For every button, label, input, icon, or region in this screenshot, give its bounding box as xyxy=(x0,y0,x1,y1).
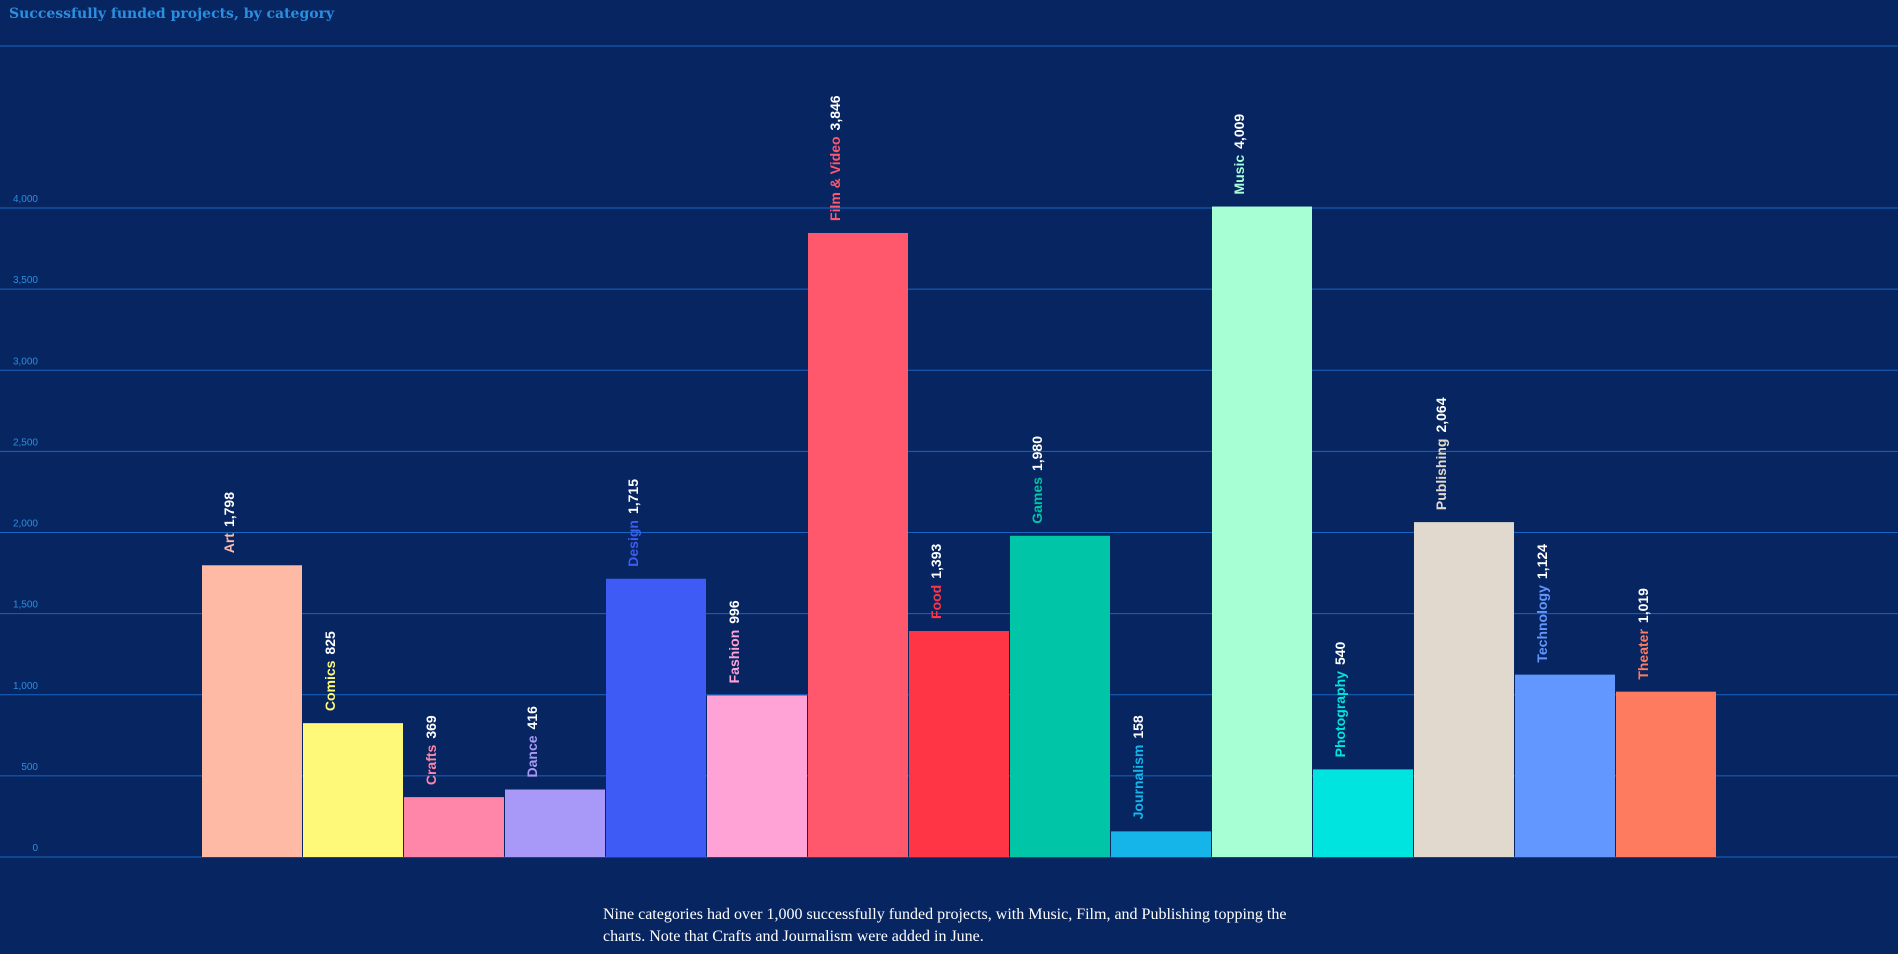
category-label: Games xyxy=(1029,477,1045,524)
bar xyxy=(808,232,908,857)
bar xyxy=(404,797,504,857)
category-label: Theater xyxy=(1635,629,1651,680)
value-label: 540 xyxy=(1332,641,1348,665)
y-tick-label: 2,000 xyxy=(13,519,38,530)
value-label: 3,846 xyxy=(827,95,843,130)
y-tick-label: 2,500 xyxy=(13,437,38,448)
bar xyxy=(1515,674,1615,857)
bar-label: Technology 1,124 xyxy=(1534,544,1550,663)
bar-label: Dance 416 xyxy=(524,706,540,778)
bar xyxy=(1010,535,1110,857)
bar-labels: Art 1,798 Comics 825 Crafts 369 Dance 416 Design… xyxy=(221,95,1651,819)
value-label: 1,798 xyxy=(221,492,237,527)
bar xyxy=(202,565,302,857)
category-label: Journalism xyxy=(1130,745,1146,820)
bar xyxy=(1111,831,1211,857)
y-tick-label: 4,000 xyxy=(13,194,38,205)
bar xyxy=(909,630,1009,857)
bar xyxy=(606,578,706,857)
bar-label: Crafts 369 xyxy=(423,715,439,785)
category-label: Technology xyxy=(1534,585,1550,663)
value-label: 4,009 xyxy=(1231,114,1247,149)
bar-label: Design 1,715 xyxy=(625,479,641,567)
category-label: Comics xyxy=(322,660,338,711)
y-tick-label: 0 xyxy=(32,843,38,854)
category-label: Art xyxy=(221,533,237,554)
bar xyxy=(1616,691,1716,857)
bar-label: Publishing 2,064 xyxy=(1433,397,1449,510)
y-tick-label: 3,000 xyxy=(13,356,38,367)
chart-caption: Nine categories had over 1,000 successfu… xyxy=(603,906,1287,945)
bar xyxy=(1414,522,1514,857)
bar-label: Music 4,009 xyxy=(1231,114,1247,195)
y-tick-label: 500 xyxy=(21,762,38,773)
bar-label: Journalism 158 xyxy=(1130,715,1146,819)
value-label: 825 xyxy=(322,631,338,655)
bar-label: Theater 1,019 xyxy=(1635,588,1651,680)
value-label: 1,715 xyxy=(625,479,641,514)
value-label: 158 xyxy=(1130,715,1146,739)
chart-title: Successfully funded projects, by categor… xyxy=(9,6,335,22)
value-label: 2,064 xyxy=(1433,397,1449,432)
bar xyxy=(1212,206,1312,858)
category-label: Publishing xyxy=(1433,439,1449,511)
bar xyxy=(1313,769,1413,857)
category-label: Music xyxy=(1231,155,1247,195)
bar-label: Art 1,798 xyxy=(221,492,237,553)
y-tick-label: 1,000 xyxy=(13,681,38,692)
bar-label: Fashion 996 xyxy=(726,600,742,683)
value-label: 1,393 xyxy=(928,544,944,579)
bar xyxy=(303,723,403,857)
value-label: 1,124 xyxy=(1534,544,1550,579)
category-label: Film & Video xyxy=(827,136,843,221)
value-label: 996 xyxy=(726,600,742,624)
bar-label: Games 1,980 xyxy=(1029,436,1045,524)
category-label: Photography xyxy=(1332,671,1348,758)
value-label: 1,019 xyxy=(1635,588,1651,623)
value-label: 416 xyxy=(524,706,540,730)
bar-label: Photography 540 xyxy=(1332,641,1348,757)
category-label: Food xyxy=(928,585,944,619)
category-label: Dance xyxy=(524,735,540,777)
bar-label: Film & Video 3,846 xyxy=(827,95,843,221)
bar-label: Food 1,393 xyxy=(928,544,944,619)
bars xyxy=(202,206,1716,858)
category-label: Design xyxy=(625,520,641,567)
value-label: 369 xyxy=(423,715,439,739)
y-tick-label: 3,500 xyxy=(13,275,38,286)
category-label: Fashion xyxy=(726,630,742,684)
category-label: Crafts xyxy=(423,744,439,785)
bar-label: Comics 825 xyxy=(322,631,338,711)
y-tick-label: 1,500 xyxy=(13,600,38,611)
bar xyxy=(707,695,807,857)
bar xyxy=(505,789,605,857)
value-label: 1,980 xyxy=(1029,436,1045,471)
